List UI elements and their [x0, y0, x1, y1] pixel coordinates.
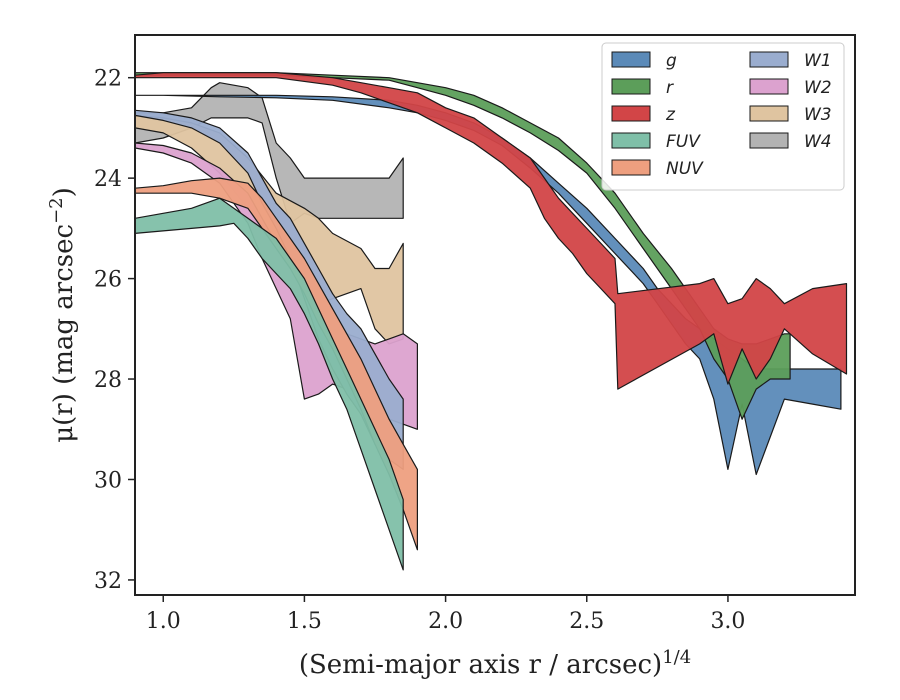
- x-tick-label: 2.5: [569, 609, 604, 634]
- legend-label-r: r: [666, 78, 674, 98]
- series-layer: [135, 72, 848, 571]
- legend-label-w1: W1: [804, 51, 832, 71]
- legend: grz FUV NUV W1 W2 W3 W4: [601, 42, 845, 191]
- legend-swatch-nuv: [611, 159, 651, 176]
- plot-frame: [134, 34, 856, 596]
- legend-swatch-z: [611, 105, 651, 122]
- y-tick-label: 24: [94, 167, 122, 192]
- legend-label-nuv: NUV: [666, 159, 704, 179]
- legend-label-fuv: FUV: [666, 132, 701, 152]
- y-tick-label: 26: [94, 268, 122, 293]
- series-band-r: [135, 72, 791, 420]
- series-band-w4: [135, 82, 404, 224]
- legend-swatch-fuv: [611, 132, 651, 149]
- x-axis-label: (Semi-major axis r / arcsec)1/4: [299, 647, 691, 680]
- legend-swatch-w1: [749, 51, 789, 68]
- y-axis-label-close: ): [49, 187, 79, 197]
- y-axis-label-sup: −2: [46, 197, 67, 224]
- x-tick-label: 1.5: [287, 609, 322, 634]
- y-tick-label: 22: [94, 67, 122, 92]
- legend-label-w3: W3: [804, 105, 832, 125]
- series-band-z: [135, 72, 848, 390]
- x-tick-label: 2.0: [428, 609, 463, 634]
- legend-label-g: g: [666, 51, 677, 71]
- y-tick-label: 30: [94, 468, 122, 493]
- legend-label-w2: W2: [804, 78, 832, 98]
- legend-swatch-g: [611, 51, 651, 68]
- legend-swatch-r: [611, 78, 651, 95]
- x-tick-label: 1.0: [146, 609, 181, 634]
- legend-swatch-w4: [749, 132, 789, 149]
- legend-label-w4: W4: [804, 132, 832, 152]
- y-tick-label: 28: [94, 368, 122, 393]
- series-band-nuv: [135, 177, 418, 551]
- legend-label-z: z: [665, 105, 676, 125]
- legend-swatch-w3: [749, 105, 789, 122]
- ticks-layer: 1.0 1.5 2.0 2.5 3.0 22 24 26 28 30 32: [94, 67, 745, 634]
- y-axis-label: μ(r) (mag arcsec−2): [46, 187, 79, 443]
- series-band-fuv: [135, 197, 404, 571]
- x-tick-label: 3.0: [710, 609, 745, 634]
- x-axis-label-sup: 1/4: [662, 647, 691, 668]
- x-axis-label-text: (Semi-major axis r / arcsec): [299, 650, 662, 680]
- legend-swatch-w2: [749, 78, 789, 95]
- y-axis-label-text: μ(r) (mag arcsec: [49, 224, 79, 443]
- y-tick-label: 32: [94, 569, 122, 594]
